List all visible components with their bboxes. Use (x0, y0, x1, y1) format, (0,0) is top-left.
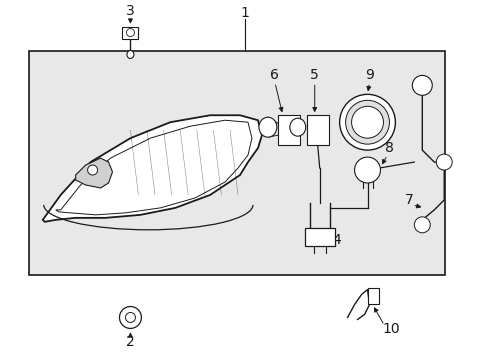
Text: 8: 8 (384, 141, 393, 155)
Text: 5: 5 (310, 68, 319, 82)
Text: 2: 2 (126, 336, 135, 349)
Text: 7: 7 (404, 193, 413, 207)
Circle shape (413, 217, 429, 233)
Circle shape (351, 106, 383, 138)
Circle shape (411, 75, 431, 95)
Bar (367, 288, 379, 303)
Text: 4: 4 (331, 233, 340, 247)
Text: 9: 9 (365, 68, 373, 82)
Text: 10: 10 (382, 323, 399, 337)
Text: 3: 3 (126, 4, 135, 18)
Circle shape (345, 100, 388, 144)
Bar (306, 115, 328, 145)
Circle shape (435, 154, 451, 170)
Polygon shape (76, 158, 112, 188)
Circle shape (125, 312, 135, 323)
Bar (29, 50, 444, 275)
Circle shape (119, 306, 141, 328)
Ellipse shape (289, 118, 305, 136)
Circle shape (87, 165, 98, 175)
Ellipse shape (259, 117, 276, 137)
Text: 1: 1 (240, 6, 249, 20)
Circle shape (354, 157, 380, 183)
Bar (304, 228, 334, 246)
Polygon shape (42, 115, 262, 222)
Bar (122, 27, 138, 39)
Bar (277, 115, 299, 145)
Circle shape (126, 28, 134, 37)
Ellipse shape (127, 50, 134, 58)
Circle shape (339, 94, 395, 150)
Text: 6: 6 (270, 68, 279, 82)
